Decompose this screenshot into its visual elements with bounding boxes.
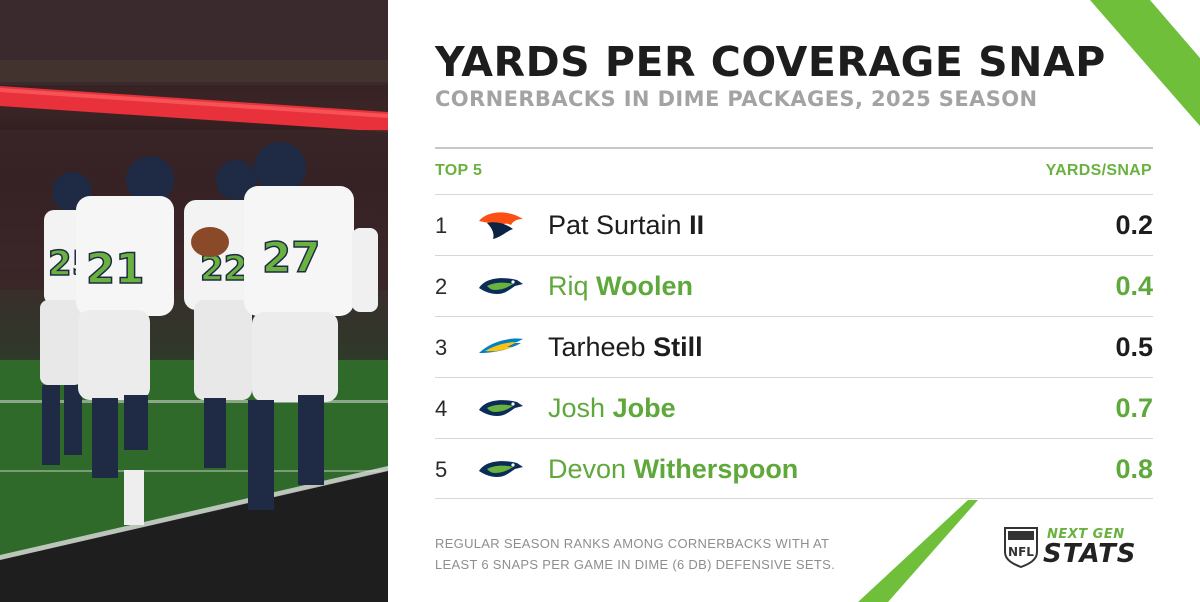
rank-number: 1 [435,213,448,238]
player-last-name: II [689,210,705,240]
yards-per-snap-value: 0.8 [1115,454,1153,484]
green-bottom-stripe [858,500,978,602]
player-name: Tarheeb Still [548,332,703,363]
player-name: Josh Jobe [548,393,676,424]
svg-text:27: 27 [262,233,320,282]
next-gen-stats-logo: NFL NEXT GEN STATS [1003,522,1163,572]
player-first-name: Josh [548,393,606,423]
player-figure: 21 [76,156,174,525]
footnote: REGULAR SEASON RANKS AMONG CORNERBACKS W… [435,536,835,572]
table-row: 4 Josh Jobe 0.7 [435,377,1153,438]
player-last-name: Still [653,332,703,362]
brand-next-gen: NEXT GEN [1047,527,1125,542]
seahawks-logo-icon [479,278,523,294]
rank-number: 2 [435,274,448,299]
yards-per-snap-value: 0.5 [1115,332,1153,362]
content-panel: YARDS PER COVERAGE SNAP CORNERBACKS IN D… [388,0,1200,602]
green-corner-stripe [1090,0,1200,126]
yards-per-snap-value: 0.4 [1115,271,1153,301]
player-first-name: Riq [548,271,589,301]
chart-subtitle: CORNERBACKS IN DIME PACKAGES, 2025 SEASO… [435,87,1038,111]
seahawks-logo-icon [479,461,523,477]
nfl-shield-icon: NFL [1004,527,1038,568]
divider [435,147,1153,149]
svg-text:NFL: NFL [1008,545,1034,559]
player-name: Devon Witherspoon [548,454,798,485]
player-figure: 27 [244,142,378,510]
chart-title: YARDS PER COVERAGE SNAP [435,38,1106,86]
table-row: 1 Pat Surtain II 0.2 [435,194,1153,255]
players-photo: 25 22 21 27 [0,0,388,602]
player-first-name: Pat Surtain [548,210,682,240]
player-first-name: Tarheeb [548,332,646,362]
rank-number: 4 [435,396,448,421]
players-celebration-illustration: 25 22 21 27 [0,0,388,602]
brand-stats: STATS [1043,539,1137,569]
player-last-name: Woolen [596,271,694,301]
table-row: 3 Tarheeb Still 0.5 [435,316,1153,377]
rank-number: 3 [435,335,448,360]
table-row: 2 Riq Woolen 0.4 [435,255,1153,316]
broncos-logo-icon [479,212,523,239]
yards-per-snap-value: 0.7 [1115,393,1153,423]
chargers-logo-icon [479,338,523,353]
column-header-rank: TOP 5 [435,162,483,179]
ranking-table: 1 Pat Surtain II 0.2 2 Riq Woolen 0.4 3 [435,194,1153,499]
yards-per-snap-value: 0.2 [1115,210,1153,240]
rank-number: 5 [435,457,448,482]
player-first-name: Devon [548,454,627,484]
column-header-value: YARDS/SNAP [1045,162,1152,179]
player-name: Pat Surtain II [548,210,704,241]
player-last-name: Jobe [612,393,676,423]
seahawks-logo-icon [479,400,523,416]
svg-text:21: 21 [86,244,144,293]
player-last-name: Witherspoon [633,454,799,484]
football [191,227,229,257]
player-name: Riq Woolen [548,271,693,302]
table-row: 5 Devon Witherspoon 0.8 [435,438,1153,499]
